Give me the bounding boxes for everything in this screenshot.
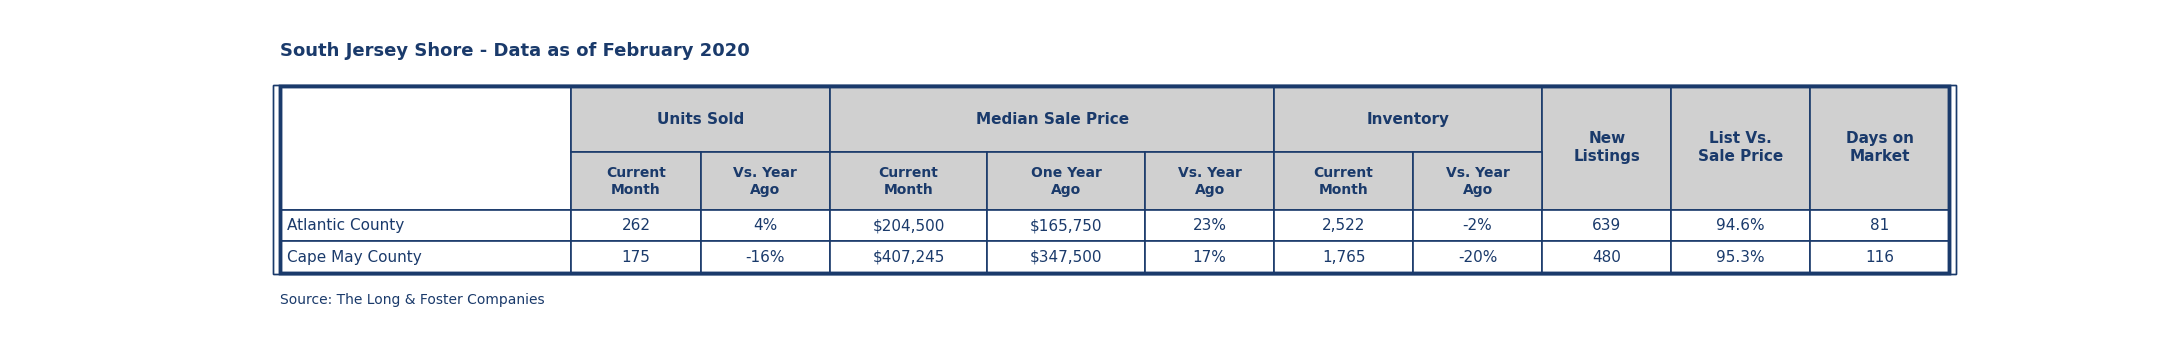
Bar xyxy=(274,85,1956,274)
Text: Inventory: Inventory xyxy=(1368,112,1450,126)
Text: 1,765: 1,765 xyxy=(1322,249,1366,265)
Text: Vs. Year
Ago: Vs. Year Ago xyxy=(1446,166,1509,196)
Text: -20%: -20% xyxy=(1459,249,1498,265)
Bar xyxy=(701,152,829,210)
Bar xyxy=(1274,86,1541,152)
Text: One Year
Ago: One Year Ago xyxy=(1031,166,1101,196)
Bar xyxy=(1541,210,1672,241)
Bar xyxy=(1144,241,1274,273)
Bar xyxy=(1144,210,1274,241)
Bar xyxy=(571,241,701,273)
Bar xyxy=(571,86,829,152)
Bar xyxy=(1672,86,1811,210)
Text: 262: 262 xyxy=(621,218,651,233)
Text: -2%: -2% xyxy=(1463,218,1491,233)
Bar xyxy=(829,210,988,241)
Text: Source: The Long & Foster Companies: Source: The Long & Foster Companies xyxy=(280,294,545,307)
Bar xyxy=(274,85,1956,274)
Text: Median Sale Price: Median Sale Price xyxy=(975,112,1129,126)
Bar xyxy=(1672,241,1811,273)
Bar xyxy=(280,210,571,241)
Text: Cape May County: Cape May County xyxy=(287,249,421,265)
Text: Current
Month: Current Month xyxy=(606,166,666,196)
Bar xyxy=(1413,241,1541,273)
Bar xyxy=(1672,210,1811,241)
Bar xyxy=(829,86,1274,152)
Text: List Vs.
Sale Price: List Vs. Sale Price xyxy=(1698,131,1782,164)
Bar xyxy=(988,210,1144,241)
Bar xyxy=(1541,241,1672,273)
Bar xyxy=(1413,210,1541,241)
Bar xyxy=(1274,152,1413,210)
Text: South Jersey Shore - Data as of February 2020: South Jersey Shore - Data as of February… xyxy=(280,42,749,60)
Bar xyxy=(988,241,1144,273)
Text: 95.3%: 95.3% xyxy=(1717,249,1765,265)
Text: 17%: 17% xyxy=(1192,249,1227,265)
Text: $407,245: $407,245 xyxy=(873,249,944,265)
Text: 94.6%: 94.6% xyxy=(1717,218,1765,233)
Bar xyxy=(1274,210,1413,241)
Text: -16%: -16% xyxy=(745,249,786,265)
Text: 81: 81 xyxy=(1869,218,1889,233)
Bar xyxy=(1811,210,1950,241)
Text: 2,522: 2,522 xyxy=(1322,218,1366,233)
Bar xyxy=(280,241,571,273)
Text: 116: 116 xyxy=(1865,249,1893,265)
Text: $204,500: $204,500 xyxy=(873,218,944,233)
Bar xyxy=(571,210,701,241)
Bar xyxy=(1811,241,1950,273)
Bar xyxy=(1144,152,1274,210)
Bar xyxy=(1541,86,1672,210)
Bar xyxy=(701,241,829,273)
Bar xyxy=(1413,152,1541,210)
Bar xyxy=(1274,241,1413,273)
Text: Units Sold: Units Sold xyxy=(658,112,745,126)
Text: 4%: 4% xyxy=(753,218,777,233)
Text: Vs. Year
Ago: Vs. Year Ago xyxy=(1177,166,1242,196)
Text: New
Listings: New Listings xyxy=(1574,131,1641,164)
Bar xyxy=(701,210,829,241)
Text: $165,750: $165,750 xyxy=(1029,218,1103,233)
Bar xyxy=(571,152,701,210)
Text: Current
Month: Current Month xyxy=(879,166,938,196)
Text: 23%: 23% xyxy=(1192,218,1227,233)
Text: Days on
Market: Days on Market xyxy=(1845,131,1913,164)
Text: 175: 175 xyxy=(621,249,651,265)
Bar xyxy=(829,241,988,273)
Text: Vs. Year
Ago: Vs. Year Ago xyxy=(734,166,797,196)
Bar xyxy=(988,152,1144,210)
Text: 480: 480 xyxy=(1591,249,1622,265)
Text: $347,500: $347,500 xyxy=(1029,249,1103,265)
Bar xyxy=(280,86,571,210)
Text: Atlantic County: Atlantic County xyxy=(287,218,404,233)
Text: 639: 639 xyxy=(1591,218,1622,233)
Bar xyxy=(280,86,1950,273)
Bar xyxy=(1811,86,1950,210)
Text: Current
Month: Current Month xyxy=(1313,166,1374,196)
Bar xyxy=(280,86,1950,273)
Bar xyxy=(829,152,988,210)
